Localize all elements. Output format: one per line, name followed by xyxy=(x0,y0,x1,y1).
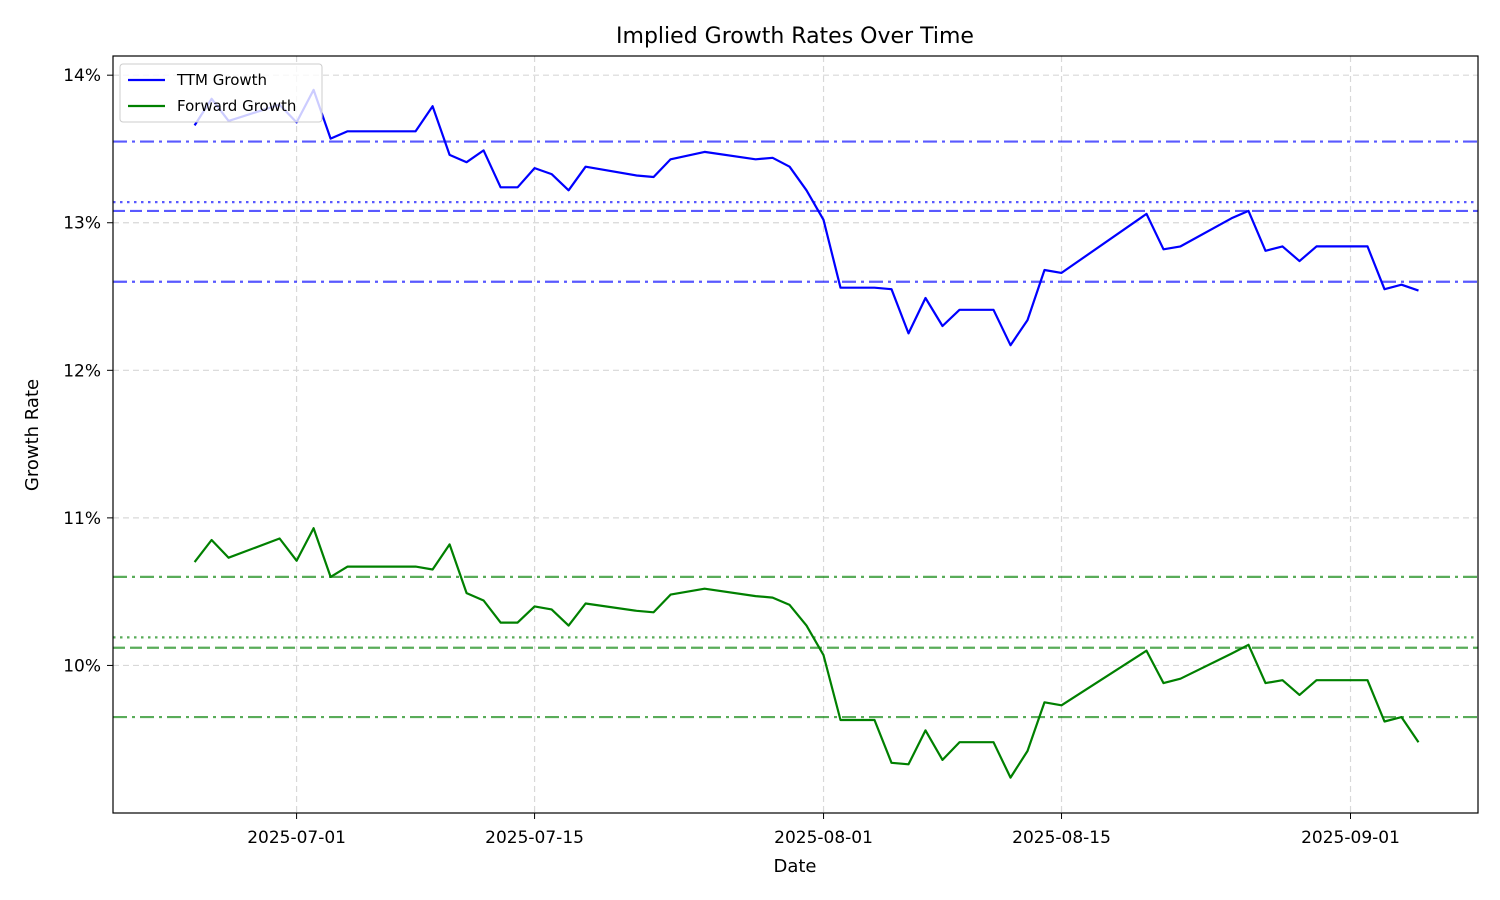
x-tick-label: 2025-08-01 xyxy=(774,828,873,848)
y-tick-label: 10% xyxy=(63,656,101,676)
chart-title: Implied Growth Rates Over Time xyxy=(616,24,974,49)
x-tick-label: 2025-07-01 xyxy=(247,828,346,848)
legend: TTM Growth Forward Growth xyxy=(119,63,323,123)
y-axis-ticks: 10% 11% 12% 13% 14% xyxy=(63,66,113,676)
x-tick-label: 2025-08-15 xyxy=(1012,828,1111,848)
y-tick-label: 13% xyxy=(63,214,101,234)
reference-lines xyxy=(113,140,1478,719)
x-tick-label: 2025-07-15 xyxy=(485,828,584,848)
series-lines xyxy=(193,88,1420,779)
legend-label: TTM Growth xyxy=(176,71,267,89)
grid xyxy=(113,56,1478,813)
y-tick-label: 12% xyxy=(63,361,101,381)
legend-box xyxy=(119,63,323,123)
plot-frame xyxy=(112,55,1479,814)
legend-label: Forward Growth xyxy=(177,97,296,115)
series-line-0 xyxy=(193,88,1419,347)
x-tick-label: 2025-09-01 xyxy=(1301,828,1400,848)
series-line-1 xyxy=(193,527,1420,779)
x-axis-ticks: 2025-07-01 2025-07-15 2025-08-01 2025-08-15… xyxy=(247,813,1400,848)
x-axis-title: Date xyxy=(773,856,816,877)
y-tick-label: 11% xyxy=(63,509,101,529)
y-tick-label: 14% xyxy=(63,66,101,86)
y-axis-title: Growth Rate xyxy=(22,379,43,491)
